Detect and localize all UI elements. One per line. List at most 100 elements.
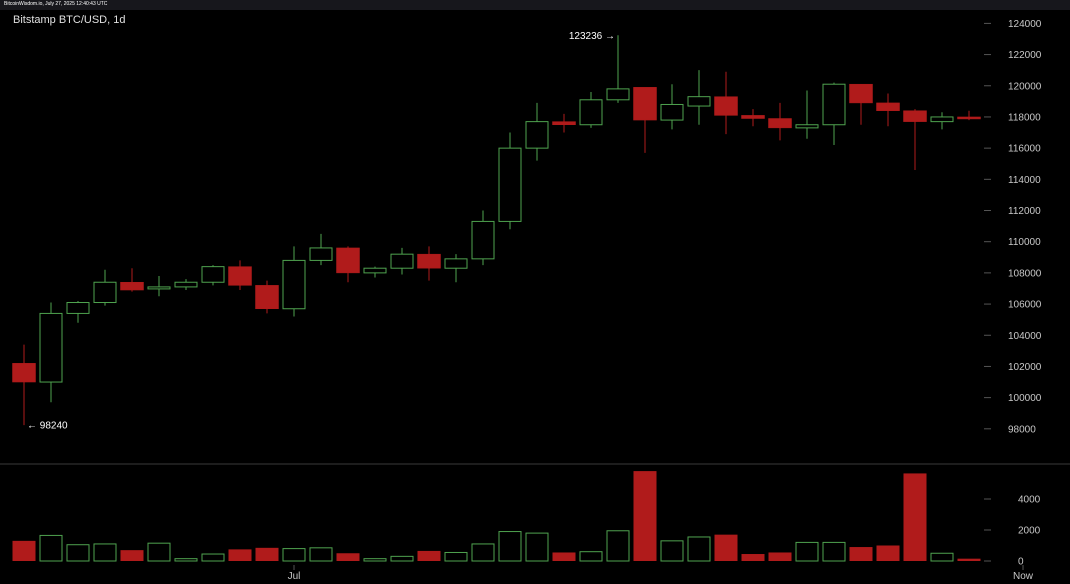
volume-bar xyxy=(255,547,279,561)
candle-body xyxy=(930,116,954,123)
candle-up xyxy=(444,254,468,283)
volume-bar xyxy=(174,558,198,562)
candle-down xyxy=(849,83,873,125)
price-tick-label: 98000 xyxy=(1008,424,1036,435)
price-axis: 98000 100000 102000 104000 106000 108000 11000… xyxy=(984,19,1042,435)
candle-body xyxy=(633,87,657,121)
low-price-annotation: ← 98240 xyxy=(27,421,68,432)
volume-bar xyxy=(903,473,927,561)
volume-bar xyxy=(390,555,414,562)
volume-bar xyxy=(579,551,603,562)
volume-axis: 0 2000 4000 xyxy=(984,495,1041,568)
volume-bar xyxy=(768,552,792,561)
volume-bar xyxy=(12,540,36,561)
volume-tick-label: 0 xyxy=(1018,557,1024,568)
candle-down xyxy=(12,344,36,426)
volume-bar xyxy=(66,544,90,562)
price-tick-label: 106000 xyxy=(1008,300,1042,311)
candle-up xyxy=(309,233,333,266)
candle-down xyxy=(768,102,792,141)
header-bar: BitcoinWisdom.io, July 27, 2025 12:40:43… xyxy=(0,0,1070,10)
candle-up xyxy=(147,276,171,297)
price-tick-label: 108000 xyxy=(1008,268,1042,279)
volume-bar xyxy=(687,536,711,562)
candle-body xyxy=(768,118,792,129)
candle-up xyxy=(498,132,522,230)
volume-bar xyxy=(201,553,225,562)
candle-body xyxy=(255,285,279,309)
volume-bars-layer xyxy=(12,471,981,562)
volume-bar xyxy=(795,541,819,562)
volume-bar xyxy=(471,543,495,562)
candle-body xyxy=(498,147,522,222)
candle-body xyxy=(579,99,603,126)
volume-bar xyxy=(714,534,738,561)
volume-tick-label: 4000 xyxy=(1018,495,1041,506)
candle-body xyxy=(876,102,900,111)
price-tick-label: 104000 xyxy=(1008,331,1042,342)
volume-bar xyxy=(930,552,954,562)
volume-bar xyxy=(822,541,846,562)
candle-down xyxy=(336,246,360,283)
candle-up xyxy=(795,90,819,139)
volume-bar xyxy=(282,548,306,562)
candle-up xyxy=(525,102,549,161)
candle-body xyxy=(687,96,711,107)
candle-down xyxy=(741,109,765,127)
candle-up xyxy=(660,84,684,130)
candle-down xyxy=(255,280,279,314)
candle-body xyxy=(12,363,36,383)
volume-bar xyxy=(228,549,252,561)
candle-up xyxy=(390,247,414,275)
candle-body xyxy=(471,220,495,260)
candle-body xyxy=(120,281,144,291)
candle-down xyxy=(552,113,576,133)
high-price-annotation: 123236 → xyxy=(569,31,615,42)
time-tick-label: Now xyxy=(1013,571,1034,582)
candle-down xyxy=(714,71,738,135)
price-tick-label: 124000 xyxy=(1008,19,1042,30)
volume-bar xyxy=(363,558,387,562)
volume-bar xyxy=(444,551,468,562)
candle-body xyxy=(903,110,927,122)
volume-bar xyxy=(849,547,873,561)
candle-up xyxy=(471,210,495,266)
candle-up xyxy=(579,92,603,128)
volume-bar xyxy=(660,540,684,562)
candle-body xyxy=(795,124,819,129)
volume-bar xyxy=(606,530,630,562)
price-tick-label: 120000 xyxy=(1008,81,1042,92)
candle-up xyxy=(174,279,198,291)
candle-down xyxy=(417,246,441,281)
volume-bar xyxy=(957,558,981,561)
price-tick-label: 102000 xyxy=(1008,362,1042,373)
candle-body xyxy=(822,83,846,126)
volume-bar xyxy=(336,553,360,561)
price-tick-label: 112000 xyxy=(1008,206,1041,217)
candle-up xyxy=(687,70,711,125)
candle-body xyxy=(849,83,873,104)
price-tick-label: 118000 xyxy=(1008,112,1041,123)
candle-body xyxy=(66,302,90,314)
chart-title: Bitstamp BTC/USD, 1d xyxy=(13,14,126,26)
candle-up xyxy=(201,265,225,286)
candle-body xyxy=(660,103,684,121)
time-axis: Jul Now xyxy=(288,565,1034,582)
candle-body xyxy=(525,121,549,149)
candle-up xyxy=(822,82,846,146)
candle-body xyxy=(552,121,576,125)
candle-up xyxy=(606,35,630,103)
candle-up xyxy=(930,112,954,130)
volume-tick-label: 2000 xyxy=(1018,526,1041,537)
candle-up xyxy=(282,246,306,317)
candle-body xyxy=(201,266,225,283)
candle-body xyxy=(228,266,252,286)
volume-bar xyxy=(741,554,765,561)
price-tick-label: 100000 xyxy=(1008,393,1042,404)
volume-bar xyxy=(876,545,900,561)
price-tick-label: 114000 xyxy=(1008,175,1041,186)
candle-down xyxy=(903,109,927,170)
candle-body xyxy=(444,258,468,269)
candle-down xyxy=(228,260,252,291)
candle-body xyxy=(336,247,360,274)
